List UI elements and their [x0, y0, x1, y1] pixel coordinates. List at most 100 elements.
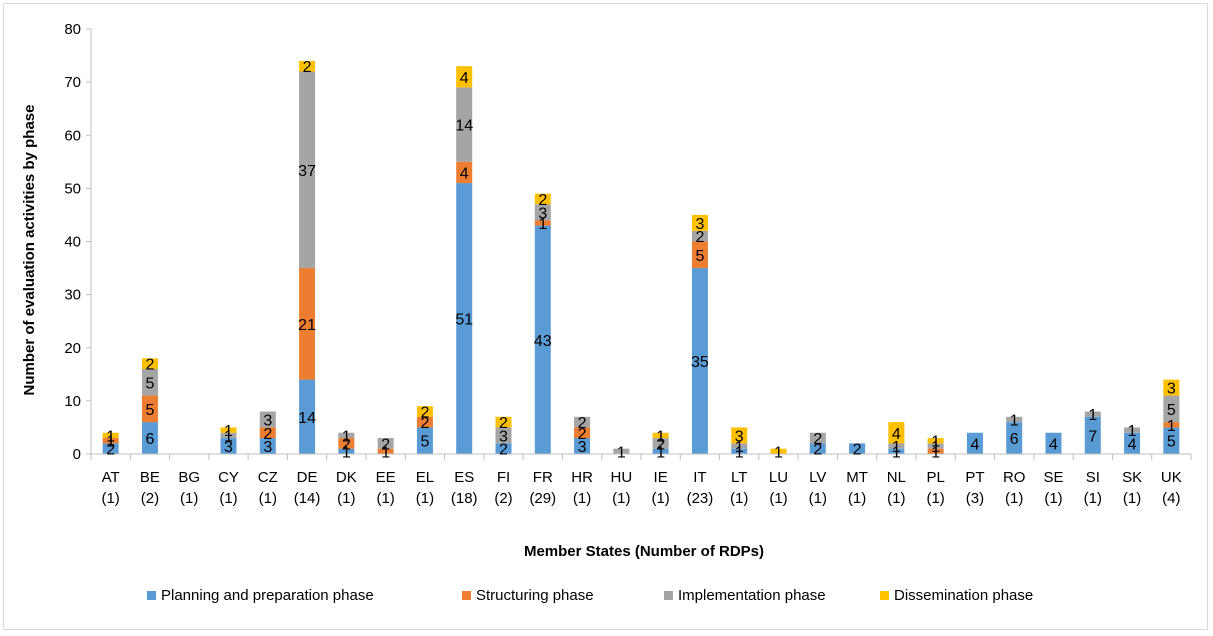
- data-label: 4: [1128, 436, 1137, 453]
- data-label: 5: [145, 402, 154, 419]
- bar-segment: [1084, 411, 1101, 417]
- data-label: 37: [298, 163, 316, 180]
- x-category-count: (1): [887, 490, 905, 507]
- bar-segment: [299, 268, 316, 380]
- bar-segment: [1045, 432, 1062, 454]
- bar-segment: [141, 395, 158, 423]
- data-label: 3: [735, 428, 744, 445]
- data-label: 1: [656, 428, 665, 445]
- data-label: 2: [145, 357, 154, 374]
- bar-segment: [731, 448, 748, 454]
- bar-segment: [141, 422, 158, 454]
- data-label: 2: [381, 436, 390, 453]
- x-category-count: (1): [376, 490, 394, 507]
- data-label: 2: [578, 426, 587, 443]
- x-category-label: DK: [336, 469, 357, 486]
- bar-segment: [456, 66, 473, 88]
- x-category-count: (2): [494, 490, 512, 507]
- bar-segment: [574, 427, 591, 439]
- x-category-count: (1): [730, 490, 748, 507]
- data-label: 5: [1167, 434, 1176, 451]
- data-label: 2: [420, 405, 429, 422]
- x-category-label: SI: [1086, 469, 1100, 486]
- x-category-label: SK: [1122, 469, 1142, 486]
- data-label: 2: [303, 59, 312, 76]
- bar-segment: [495, 443, 512, 454]
- data-label: 1: [1128, 423, 1137, 440]
- legend-label: Planning and preparation phase: [161, 587, 374, 604]
- data-label: 1: [617, 444, 626, 461]
- bar-segment: [888, 448, 905, 454]
- bar-segment: [927, 443, 944, 449]
- y-tick-labels: 0 10 20 30 40 50 60 70 80: [64, 21, 81, 463]
- data-label: 4: [892, 426, 901, 443]
- x-category-label: FR: [533, 469, 553, 486]
- x-category-label: FI: [497, 469, 510, 486]
- bar-segment: [1163, 427, 1180, 454]
- data-label: 5: [1167, 402, 1176, 419]
- data-label: 5: [420, 434, 429, 451]
- x-category-count: (1): [1123, 490, 1141, 507]
- data-label: 2: [499, 442, 508, 459]
- x-category-count: (1): [1044, 490, 1062, 507]
- data-label: 2: [656, 436, 665, 453]
- legend-swatch: [664, 591, 673, 600]
- data-label: 3: [263, 439, 272, 456]
- bar-segment: [691, 230, 708, 242]
- data-label: 1: [1167, 418, 1176, 435]
- x-category-count: (1): [101, 490, 119, 507]
- bar-segment: [102, 443, 119, 454]
- data-label: 7: [1088, 428, 1097, 445]
- bar-segment: [102, 438, 119, 444]
- data-label: 5: [695, 248, 704, 265]
- data-label: 1: [342, 444, 351, 461]
- data-label: 1: [224, 428, 233, 445]
- bar-segment: [220, 432, 237, 439]
- x-category-count: (4): [1162, 490, 1180, 507]
- bar-segment: [534, 193, 551, 205]
- bar-segment: [691, 241, 708, 269]
- x-category-count: (1): [219, 490, 237, 507]
- legend: Planning and preparation phase Structurin…: [147, 587, 1033, 604]
- bar-segment: [613, 448, 630, 454]
- data-label: 1: [656, 444, 665, 461]
- x-category-label: BE: [140, 469, 160, 486]
- stacked-bar-chart: Number of evaluation activities by phase…: [21, 21, 1192, 604]
- data-label: 1: [774, 444, 783, 461]
- bar-segment: [338, 438, 355, 449]
- data-label: 3: [578, 439, 587, 456]
- data-label: 14: [298, 410, 316, 427]
- x-category-label: LU: [769, 469, 788, 486]
- legend-label: Dissemination phase: [894, 587, 1033, 604]
- x-category-label: PL: [926, 469, 944, 486]
- x-category-count: (1): [1084, 490, 1102, 507]
- bar-segment: [259, 411, 276, 428]
- x-category-label: AT: [102, 469, 120, 486]
- data-label: 2: [695, 229, 704, 246]
- legend-label: Implementation phase: [678, 587, 826, 604]
- bar-segment: [966, 432, 983, 454]
- legend-label: Structuring phase: [476, 587, 594, 604]
- data-label: 2: [853, 442, 862, 459]
- data-label: 1: [931, 434, 940, 451]
- x-category-count: (1): [809, 490, 827, 507]
- x-category-count: (1): [651, 490, 669, 507]
- x-category-label: CY: [218, 469, 239, 486]
- bar-segment: [888, 443, 905, 449]
- y-axis-title-group: Number of evaluation activities by phase: [21, 105, 38, 396]
- x-category-count: (1): [180, 490, 198, 507]
- bar-segment: [495, 416, 512, 428]
- data-label: 6: [145, 431, 154, 448]
- bar-segment: [534, 204, 551, 221]
- bar-segment: [299, 71, 316, 269]
- data-label: 1: [931, 444, 940, 461]
- data-label: 1: [931, 439, 940, 456]
- bar-segment: [456, 87, 473, 162]
- bar-segment: [299, 60, 316, 72]
- data-label: 2: [813, 442, 822, 459]
- data-label: 1: [106, 428, 115, 445]
- x-category-count: (1): [416, 490, 434, 507]
- data-label: 3: [263, 412, 272, 429]
- x-category-label: DE: [297, 469, 318, 486]
